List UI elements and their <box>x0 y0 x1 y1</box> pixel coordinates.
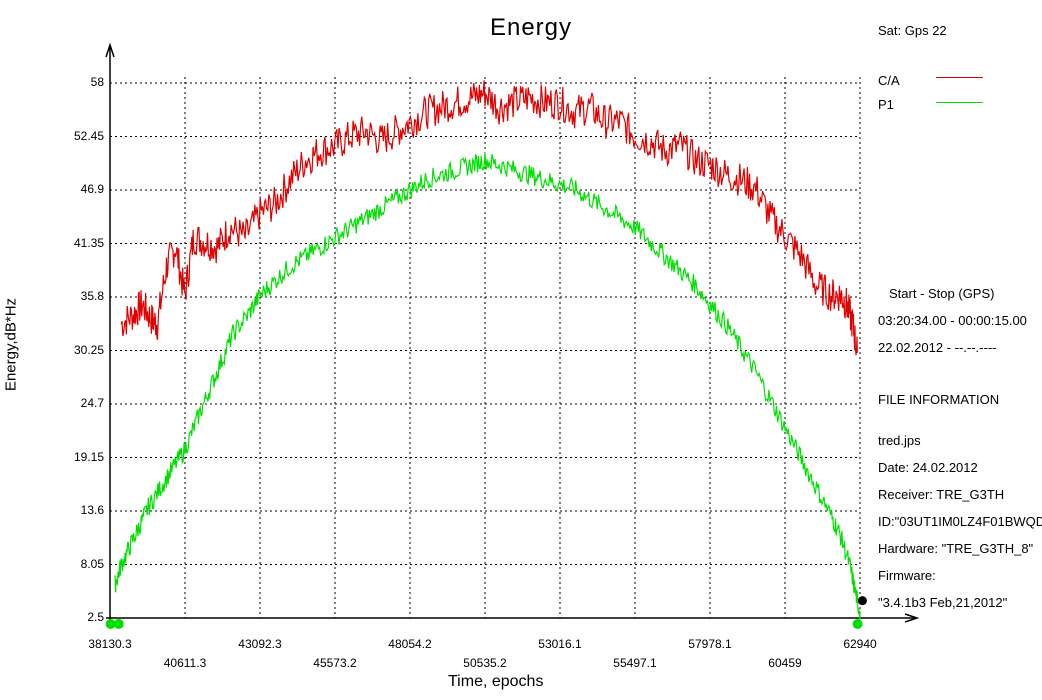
x-tick-label: 62940 <box>843 637 877 651</box>
y-tick-label: 13.6 <box>80 503 104 517</box>
x-tick-label: 45573.2 <box>313 656 357 670</box>
x-tick-label: 48054.2 <box>388 637 432 651</box>
end-marker <box>852 619 863 629</box>
legend-swatch-p1 <box>936 102 983 103</box>
hardware: Hardware: "TRE_G3TH_8" <box>878 541 1034 556</box>
satellite-label: Sat: Gps 22 <box>878 23 947 38</box>
y-tick-label: 2.5 <box>87 610 104 624</box>
x-tick-label: 43092.3 <box>238 637 282 651</box>
y-tick-label: 30.25 <box>73 342 104 357</box>
chart-axes <box>105 42 920 623</box>
x-tick-label: 57978.1 <box>688 637 732 651</box>
x-axis-arrow <box>904 613 920 623</box>
x-tick-label: 40611.3 <box>163 656 207 670</box>
y-tick-label: 19.15 <box>73 449 104 464</box>
chart-markers <box>105 596 867 629</box>
x-tick-label: 50535.2 <box>463 656 507 670</box>
y-tick-label: 41.35 <box>73 235 104 250</box>
end-point-marker <box>857 596 867 606</box>
firmware-label: Firmware: <box>878 568 936 583</box>
legend-label-ca: C/A <box>878 73 900 88</box>
file-info-title: FILE INFORMATION <box>878 392 1000 407</box>
x-tick-label: 38130.3 <box>88 637 132 651</box>
receiver: Receiver: TRE_G3TH <box>878 487 1005 502</box>
start-marker-2 <box>113 619 124 629</box>
x-tick-label: 60459 <box>768 656 802 670</box>
file-name: tred.jps <box>878 433 921 448</box>
start-stop-label: Start - Stop (GPS) <box>889 286 995 301</box>
y-tick-label: 8.05 <box>80 556 104 571</box>
legend-label-p1: P1 <box>878 97 894 112</box>
legend-swatch-ca <box>936 77 983 78</box>
series-line-ca <box>120 80 858 356</box>
y-tick-label: 46.9 <box>80 182 104 196</box>
date-range: 22.02.2012 - --.--.---- <box>878 340 997 355</box>
chart-series <box>114 80 861 621</box>
file-date: Date: 24.02.2012 <box>878 460 978 475</box>
x-tick-label: 53016.1 <box>538 637 582 651</box>
y-tick-label: 24.7 <box>80 396 104 410</box>
start-marker <box>105 619 116 629</box>
y-axis-arrow <box>105 42 115 58</box>
firmware-value: "3.4.1b3 Feb,21,2012" <box>878 595 1008 610</box>
receiver-id: ID:"03UT1IM0LZ4F01BWQD <box>878 514 1042 529</box>
y-axis-label: Energy,dB*Hz <box>2 297 20 392</box>
time-range: 03:20:34.00 - 00:00:15.00 <box>878 313 1027 328</box>
x-tick-label: 55497.1 <box>613 656 657 670</box>
y-tick-label: 52.45 <box>73 128 104 143</box>
y-tick-label: 58 <box>90 75 104 89</box>
series-line-p1 <box>114 152 861 621</box>
x-axis-label: Time, epochs <box>448 673 544 690</box>
chart-title: Energy <box>489 14 573 41</box>
y-tick-label: 35.8 <box>80 289 104 303</box>
